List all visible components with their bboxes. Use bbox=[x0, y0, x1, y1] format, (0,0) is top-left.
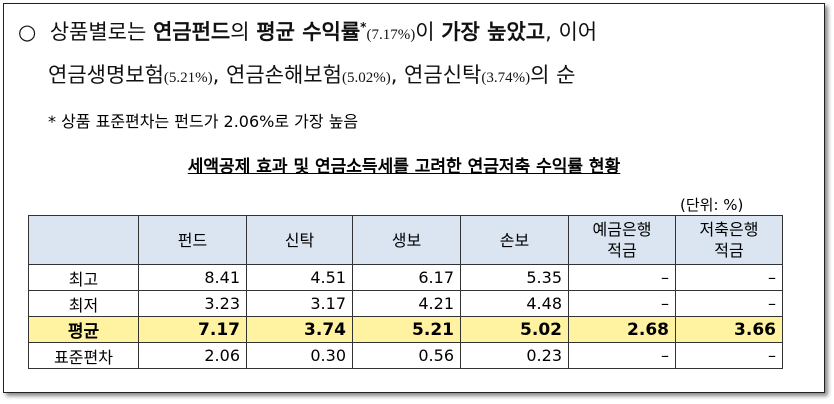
text: 상품별로는 bbox=[49, 20, 153, 44]
row-label: 최저 bbox=[28, 290, 139, 317]
cell: – bbox=[568, 342, 676, 369]
cell: – bbox=[568, 290, 676, 317]
table-row: 평균 7.17 3.74 5.21 5.02 2.68 3.66 bbox=[28, 316, 783, 343]
header-cell: 신탁 bbox=[246, 215, 353, 265]
cell: 8.41 bbox=[138, 264, 247, 291]
header-text: 저축은행 bbox=[699, 220, 759, 239]
cell: 5.02 bbox=[460, 316, 569, 343]
header-text: 적금 bbox=[607, 241, 637, 260]
text: 연금생명보험 bbox=[48, 63, 164, 87]
cell: 5.21 bbox=[352, 316, 461, 343]
header-text: 적금 bbox=[714, 241, 744, 260]
corner-cell bbox=[28, 215, 139, 265]
text: 평균 수익률 bbox=[256, 20, 361, 44]
cell: 3.74 bbox=[246, 316, 353, 343]
text: 가장 높았고 bbox=[441, 20, 546, 44]
header-cell: 펀드 bbox=[138, 215, 247, 265]
text: , 이어 bbox=[545, 20, 598, 44]
cell: 2.06 bbox=[138, 342, 247, 369]
document: ○ 상품별로는 연금펀드의 평균 수익률*(7.17%)이 가장 높았고, 이어… bbox=[3, 3, 825, 393]
table-row: 최고 8.41 4.51 6.17 5.35– – bbox=[28, 264, 783, 291]
cell: 3.66 bbox=[675, 316, 783, 343]
header-text: 펀드 bbox=[177, 230, 208, 250]
header-text: 신탁 bbox=[284, 230, 315, 250]
text: 의 순 bbox=[530, 63, 576, 87]
text: , 연금손해보험 bbox=[212, 63, 342, 87]
text: (5.21%) bbox=[163, 70, 213, 86]
cell: 4.51 bbox=[246, 264, 353, 291]
row-label: 최고 bbox=[28, 264, 139, 291]
text: (5.02%) bbox=[341, 70, 391, 86]
cell: 3.23 bbox=[138, 290, 247, 317]
header-row: 펀드 신탁 생보 손보 예금은행 적금 저축은행 적금 bbox=[28, 215, 783, 265]
note: * 상품 표준편차는 펀드가 2.06%로 가장 높음 bbox=[48, 112, 359, 131]
cell: – bbox=[568, 264, 676, 291]
cell: – bbox=[675, 290, 783, 317]
cell: 6.17 bbox=[352, 264, 461, 291]
cell: 3.17 bbox=[246, 290, 353, 317]
text: (3.74%) bbox=[481, 70, 531, 86]
text: , 연금신탁 bbox=[390, 63, 482, 87]
table-row: 최저 3.23 3.17 4.21 4.48– – bbox=[28, 290, 783, 317]
header-text: 생보 bbox=[391, 230, 422, 250]
cell: 4.21 bbox=[352, 290, 461, 317]
cell: – bbox=[675, 342, 783, 369]
table-row: 표준편차 2.06 0.30 0.56 0.23– – bbox=[28, 342, 783, 369]
cell: 7.17 bbox=[138, 316, 247, 343]
unit: (단위: %) bbox=[680, 196, 744, 214]
text: 연금펀드 bbox=[152, 20, 231, 44]
text: (7.17%) bbox=[366, 27, 416, 43]
cell: 5.35 bbox=[460, 264, 569, 291]
cell: 4.48 bbox=[460, 290, 569, 317]
bullet-line: 연금생명보험(5.21%), 연금손해보험(5.02%), 연금신탁(3.74%… bbox=[48, 59, 575, 89]
row-label: 평균 bbox=[28, 316, 139, 343]
cell: 2.68 bbox=[568, 316, 676, 343]
cell: 0.30 bbox=[246, 342, 353, 369]
cell: – bbox=[675, 264, 783, 291]
bullet-marker: ○ bbox=[18, 20, 37, 44]
row-label: 표준편차 bbox=[28, 342, 139, 369]
cell: 0.56 bbox=[352, 342, 461, 369]
bullet-line: ○ 상품별로는 연금펀드의 평균 수익률*(7.17%)이 가장 높았고, 이어 bbox=[18, 16, 597, 46]
cell: 0.23 bbox=[460, 342, 569, 369]
table-title: 세액공제 효과 및 연금소득세를 고려한 연금저축 수익률 현황 bbox=[187, 157, 621, 177]
header-cell: 손보 bbox=[460, 215, 569, 265]
header-text: 예금은행 bbox=[592, 220, 652, 239]
text: 이 bbox=[415, 20, 442, 44]
table: 펀드 신탁 생보 손보 예금은행 적금 저축은행 적금 최고 8.41 4.51 6.17 5.35–… bbox=[28, 215, 783, 369]
header-cell: 생보 bbox=[352, 215, 461, 265]
header-text: 손보 bbox=[499, 230, 530, 250]
asterisk: * bbox=[360, 20, 367, 34]
text: 의 bbox=[230, 20, 257, 44]
